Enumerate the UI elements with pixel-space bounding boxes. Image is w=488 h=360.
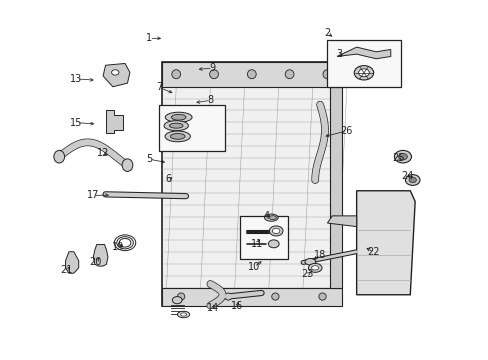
Text: 13: 13	[70, 74, 82, 84]
Ellipse shape	[224, 293, 231, 300]
Ellipse shape	[54, 150, 64, 163]
Bar	[161, 62, 341, 306]
Bar	[329, 87, 341, 288]
Text: 16: 16	[231, 301, 243, 311]
Text: 19: 19	[111, 242, 123, 252]
Polygon shape	[327, 216, 356, 226]
Ellipse shape	[164, 131, 190, 142]
Bar	[239, 216, 288, 259]
Ellipse shape	[272, 228, 279, 234]
Ellipse shape	[318, 293, 325, 300]
Text: 21: 21	[60, 265, 73, 275]
Polygon shape	[103, 63, 130, 87]
Text: 24: 24	[401, 171, 413, 181]
Ellipse shape	[323, 70, 331, 79]
Text: 20: 20	[89, 257, 102, 267]
Polygon shape	[336, 47, 390, 59]
Text: 12: 12	[97, 148, 109, 158]
Text: 7: 7	[156, 82, 162, 93]
Ellipse shape	[269, 226, 283, 236]
Text: 17: 17	[87, 190, 100, 201]
Ellipse shape	[165, 112, 192, 122]
Text: 5: 5	[146, 154, 152, 164]
Ellipse shape	[353, 66, 373, 80]
Ellipse shape	[271, 293, 279, 300]
Polygon shape	[105, 110, 122, 134]
Bar	[161, 62, 341, 87]
Ellipse shape	[171, 114, 185, 120]
Ellipse shape	[358, 69, 368, 77]
Ellipse shape	[209, 70, 218, 79]
Text: 22: 22	[366, 247, 379, 257]
Text: 1: 1	[146, 33, 152, 43]
Text: 15: 15	[70, 118, 82, 128]
Ellipse shape	[398, 153, 407, 160]
Ellipse shape	[163, 121, 188, 131]
Text: 8: 8	[207, 95, 213, 105]
Bar	[161, 288, 341, 306]
Text: 3: 3	[336, 49, 342, 59]
Ellipse shape	[170, 134, 184, 139]
Ellipse shape	[394, 150, 411, 163]
Text: 14: 14	[206, 303, 219, 314]
Ellipse shape	[305, 258, 315, 265]
Ellipse shape	[247, 70, 256, 79]
Ellipse shape	[171, 70, 180, 79]
Polygon shape	[356, 191, 414, 295]
Polygon shape	[65, 252, 79, 273]
Ellipse shape	[111, 70, 119, 75]
Ellipse shape	[268, 216, 276, 220]
Text: 25: 25	[391, 153, 404, 163]
Text: 10: 10	[247, 262, 260, 272]
Ellipse shape	[405, 175, 419, 185]
Ellipse shape	[308, 264, 322, 273]
Text: 26: 26	[340, 126, 352, 136]
Text: 6: 6	[165, 174, 172, 184]
Ellipse shape	[122, 159, 133, 171]
Ellipse shape	[268, 240, 279, 248]
Text: 2: 2	[324, 28, 330, 38]
Text: 18: 18	[313, 249, 325, 260]
Ellipse shape	[172, 297, 182, 304]
Ellipse shape	[169, 123, 183, 128]
Ellipse shape	[177, 293, 184, 300]
Bar	[327, 40, 400, 87]
Ellipse shape	[285, 70, 293, 79]
Ellipse shape	[177, 311, 189, 318]
Bar	[159, 105, 224, 151]
Ellipse shape	[311, 266, 318, 270]
Ellipse shape	[408, 177, 415, 183]
Text: 11: 11	[250, 239, 262, 249]
Text: 23: 23	[301, 269, 313, 279]
Ellipse shape	[180, 313, 186, 316]
Text: 9: 9	[209, 63, 215, 73]
Polygon shape	[93, 244, 108, 266]
Ellipse shape	[264, 214, 278, 221]
Text: 4: 4	[263, 211, 269, 221]
